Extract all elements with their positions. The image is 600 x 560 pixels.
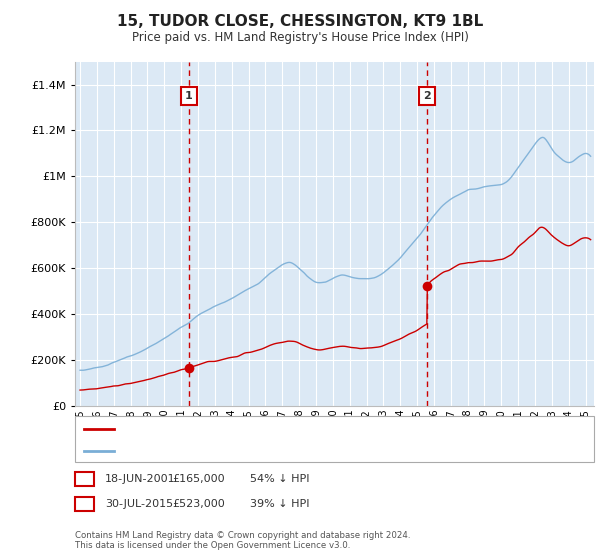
- Text: 1: 1: [81, 474, 88, 484]
- Text: 18-JUN-2001: 18-JUN-2001: [105, 474, 176, 484]
- Text: 15, TUDOR CLOSE, CHESSINGTON, KT9 1BL: 15, TUDOR CLOSE, CHESSINGTON, KT9 1BL: [117, 14, 483, 29]
- Text: HPI: Average price, detached house, Kingston upon Thames: HPI: Average price, detached house, King…: [119, 446, 446, 455]
- Text: Contains HM Land Registry data © Crown copyright and database right 2024.
This d: Contains HM Land Registry data © Crown c…: [75, 530, 410, 550]
- Text: £523,000: £523,000: [172, 499, 225, 509]
- Text: Price paid vs. HM Land Registry's House Price Index (HPI): Price paid vs. HM Land Registry's House …: [131, 31, 469, 44]
- Text: 2: 2: [423, 91, 431, 101]
- Text: 30-JUL-2015: 30-JUL-2015: [105, 499, 173, 509]
- Text: 2: 2: [81, 499, 88, 509]
- Text: 39% ↓ HPI: 39% ↓ HPI: [250, 499, 310, 509]
- Text: 54% ↓ HPI: 54% ↓ HPI: [250, 474, 310, 484]
- Text: £165,000: £165,000: [172, 474, 225, 484]
- Text: 15, TUDOR CLOSE, CHESSINGTON, KT9 1BL (detached house): 15, TUDOR CLOSE, CHESSINGTON, KT9 1BL (d…: [119, 424, 455, 434]
- Text: 1: 1: [185, 91, 193, 101]
